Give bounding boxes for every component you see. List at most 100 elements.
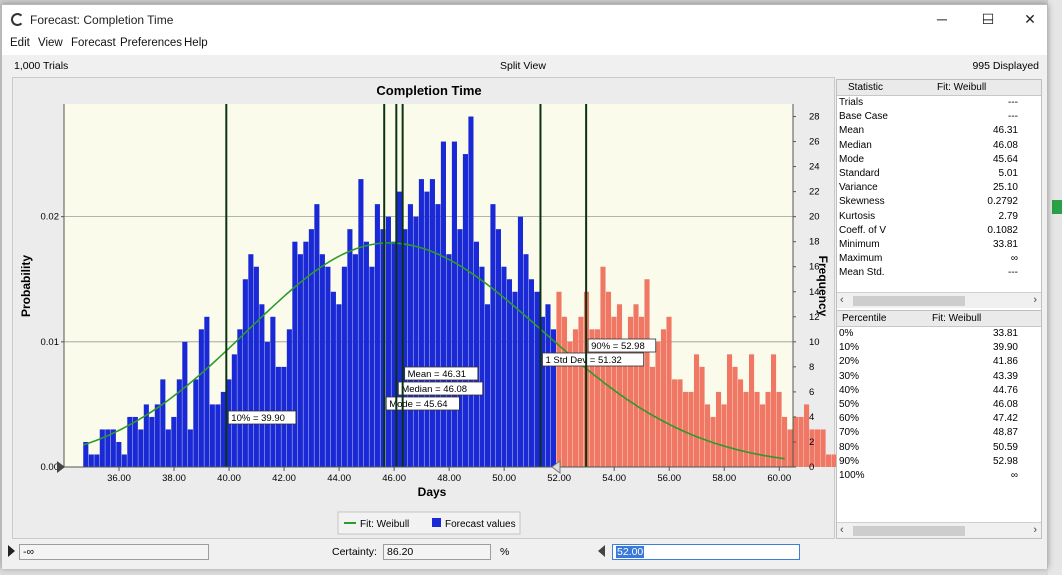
close-button[interactable]: ✕ [1007,5,1053,33]
legend-fit-label: Fit: Weibull [360,519,409,530]
histogram-bar [220,391,226,467]
scroll-thumb[interactable] [853,296,965,306]
histogram-bar [116,441,122,467]
row-label: Mode [839,153,865,165]
histogram-bar [418,179,424,467]
histogram-bar [655,341,661,467]
chart-panel: Completion Time 10% = 39.90 Mode = 45.64 M… [12,77,909,539]
y-left-tick-label: 0.01 [41,337,60,348]
histogram-bar [776,391,782,467]
row-value: --- [1008,111,1018,123]
menu-help[interactable]: Help [184,37,208,49]
row-label: Variance [839,182,878,194]
histogram-bar [770,354,777,467]
histogram-bar [605,291,612,467]
histogram-bar [462,154,468,467]
background-spreadsheet [1048,0,1062,575]
y-right-tick-label: 4 [809,412,814,423]
row-label: 0% [839,328,854,339]
close-icon: ✕ [1024,11,1036,27]
certainty-input[interactable]: 86.20 [383,544,491,560]
row-value: ∞ [1010,469,1018,481]
table-row: Maximum ∞ [837,252,1041,266]
histogram-bar [517,216,524,467]
histogram-bar [380,229,386,467]
histogram-bar [198,329,204,467]
histogram-bar [424,191,430,467]
histogram-bar [748,354,755,467]
menu-view[interactable]: View [38,37,63,49]
row-label: 40% [839,384,860,396]
menu-edit[interactable]: Edit [10,37,30,49]
forecast-window: Forecast: Completion Time ─ ─ ☐ ✕ Edit V… [1,4,1048,569]
histogram-bar [484,304,490,467]
scroll-right-arrow[interactable]: › [1033,524,1037,536]
histogram-bar [715,391,722,467]
histogram-bar [413,216,419,467]
histogram-bar [589,329,595,467]
upper-bound-input[interactable]: 52.00 [612,544,800,560]
y-right-tick-label: 18 [809,237,820,248]
histogram-bar [539,316,546,467]
row-value: 44.76 [992,384,1018,396]
histogram-bar [644,279,650,467]
histogram-bar [633,304,639,467]
histogram-bar [259,304,265,467]
percentiles-scrollbar[interactable]: ‹ › [837,522,1041,538]
histogram-bar [391,241,397,467]
marker-label: Mode = 45.64 [389,399,447,410]
table-row: 30% 43.39 [837,370,1041,384]
x-tick-label: 48.00 [437,473,461,484]
histogram-bar [495,229,501,467]
table-row: Base Case --- [837,110,1041,124]
histogram-bar [297,254,303,467]
histogram-bar [363,241,369,467]
histogram-bar [149,416,155,467]
histogram-bar [121,454,127,467]
histogram-bar [737,379,744,467]
histogram-bar [671,379,678,467]
y-right-tick-label: 10 [809,337,820,348]
histogram-bar [407,204,413,467]
histogram-bar [270,316,276,467]
fit-curve [83,242,785,460]
statistics-scrollbar[interactable]: ‹ › [837,292,1041,308]
app-icon [11,13,24,26]
row-value: --- [1008,267,1018,279]
minimize-button-alt[interactable]: ─ [919,5,965,33]
histogram-bar [446,254,452,467]
row-value: 48.87 [992,427,1018,439]
histogram-bar [468,116,474,467]
menu-preferences[interactable]: Preferences [120,37,183,49]
marker-label: Median = 46.08 [401,384,467,395]
histogram-bar [369,266,375,467]
histogram-bar [545,304,551,467]
histogram-bar [660,329,667,467]
percentiles-table: Percentile Fit: Weibull 0% 33.81 10% 39.90 2… [836,310,1042,539]
right-range-grabber[interactable] [551,460,561,474]
histogram-bar [809,429,815,467]
row-label: Coeff. of V [839,224,887,236]
menu-forecast[interactable]: Forecast [71,37,116,49]
scroll-right-arrow[interactable]: › [1033,294,1037,306]
histogram-bar [820,429,826,467]
left-range-grabber[interactable] [57,461,65,473]
histogram-bar [187,429,193,467]
row-label: 80% [839,441,860,453]
histogram-bar [319,254,325,467]
scroll-thumb[interactable] [853,526,965,536]
scroll-left-arrow[interactable]: ‹ [840,524,844,536]
scroll-left-arrow[interactable]: ‹ [840,294,844,306]
histogram-bar [83,441,89,467]
histogram-bar [110,429,116,467]
statistics-header-fit: Fit: Weibull [937,82,987,93]
minimize-button[interactable]: ─ [983,11,993,27]
table-row: Minimum 33.81 [837,238,1041,252]
row-value: 33.81 [992,238,1018,250]
row-value: 33.81 [992,328,1018,339]
forecast-chart: Completion Time 10% = 39.90 Mode = 45.64 M… [19,83,909,535]
histogram-bar [402,229,408,467]
lower-bound-input[interactable]: -∞ [19,544,209,560]
maximize-button[interactable]: ☐ [965,5,1011,33]
histogram-bar [572,329,579,467]
